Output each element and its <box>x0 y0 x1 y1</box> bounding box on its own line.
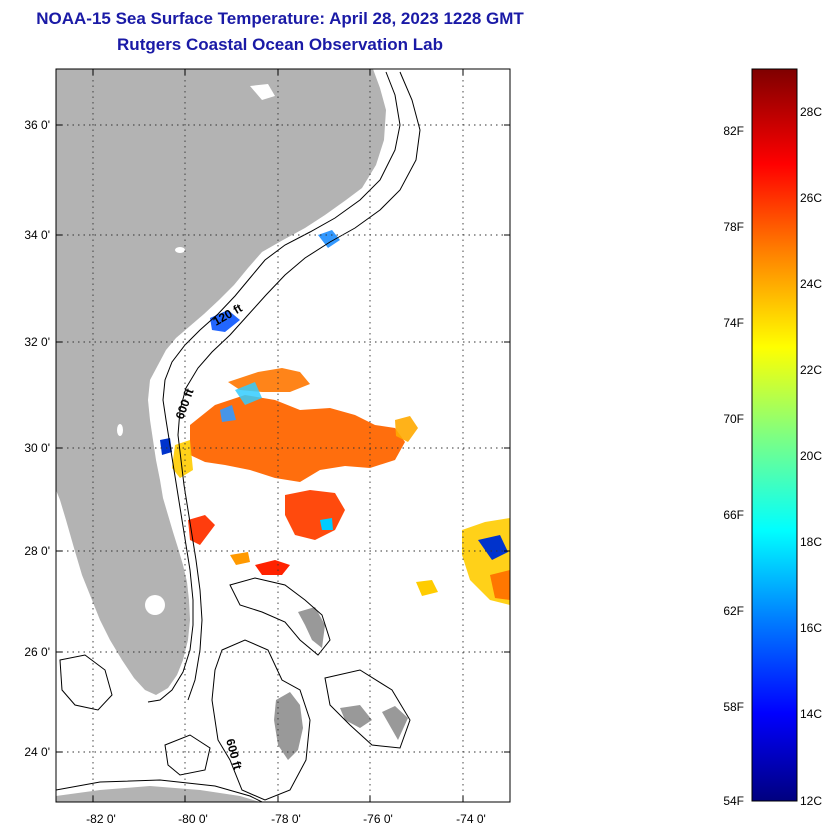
longitude-labels: -82 0' -80 0' -78 0' -76 0' -74 0' <box>86 812 486 826</box>
land-andros <box>274 692 303 760</box>
lon-label: -76 0' <box>363 812 393 826</box>
land-cuba <box>56 786 260 802</box>
cb-label-c: 12C <box>800 794 822 808</box>
depth-contours <box>56 71 421 802</box>
map-panel: 120 ft 600 ft 600 ft <box>55 68 511 803</box>
lon-label: -82 0' <box>86 812 116 826</box>
cb-label-f: 74F <box>723 316 744 330</box>
cb-label-c: 24C <box>800 277 822 291</box>
cb-label-f: 54F <box>723 794 744 808</box>
cb-label-c: 20C <box>800 449 822 463</box>
colorbar: 82F 78F 74F 70F 66F 62F 58F 54F 28C 26C … <box>723 68 822 808</box>
lat-label: 34 0' <box>24 228 50 242</box>
cb-label-f: 82F <box>723 124 744 138</box>
colorbar-fahrenheit-labels: 82F 78F 74F 70F 66F 62F 58F 54F <box>723 124 744 808</box>
cb-label-c: 28C <box>800 105 822 119</box>
cb-label-c: 26C <box>800 191 822 205</box>
colorbar-celsius-labels: 28C 26C 24C 22C 20C 18C 16C 14C 12C <box>800 105 822 808</box>
lat-label: 36 0' <box>24 118 50 132</box>
lat-label: 24 0' <box>24 745 50 759</box>
sst-data-patches <box>160 230 510 605</box>
lon-label: -74 0' <box>456 812 486 826</box>
lat-label: 32 0' <box>24 335 50 349</box>
cb-label-c: 14C <box>800 707 822 721</box>
land-bahama-islands <box>340 705 408 740</box>
lon-label: -78 0' <box>271 812 301 826</box>
cb-label-f: 66F <box>723 508 744 522</box>
latitude-labels: 36 0' 34 0' 32 0' 30 0' 28 0' 26 0' 24 0… <box>24 118 50 759</box>
lat-label: 30 0' <box>24 441 50 455</box>
lat-label: 26 0' <box>24 645 50 659</box>
colorbar-gradient <box>751 68 798 802</box>
lat-label: 28 0' <box>24 544 50 558</box>
cb-label-f: 78F <box>723 220 744 234</box>
cb-label-c: 16C <box>800 621 822 635</box>
grid-lines <box>56 69 510 802</box>
land-abaco <box>298 607 325 648</box>
map-subtitle: Rutgers Coastal Ocean Observation Lab <box>117 35 443 54</box>
axis-ticks <box>56 69 510 802</box>
land-us-southeast <box>56 69 386 695</box>
cb-label-f: 58F <box>723 700 744 714</box>
cb-label-f: 62F <box>723 604 744 618</box>
cb-label-c: 18C <box>800 535 822 549</box>
map-title: NOAA-15 Sea Surface Temperature: April 2… <box>36 9 524 28</box>
lon-label: -80 0' <box>178 812 208 826</box>
cb-label-c: 22C <box>800 363 822 377</box>
cb-label-f: 70F <box>723 412 744 426</box>
